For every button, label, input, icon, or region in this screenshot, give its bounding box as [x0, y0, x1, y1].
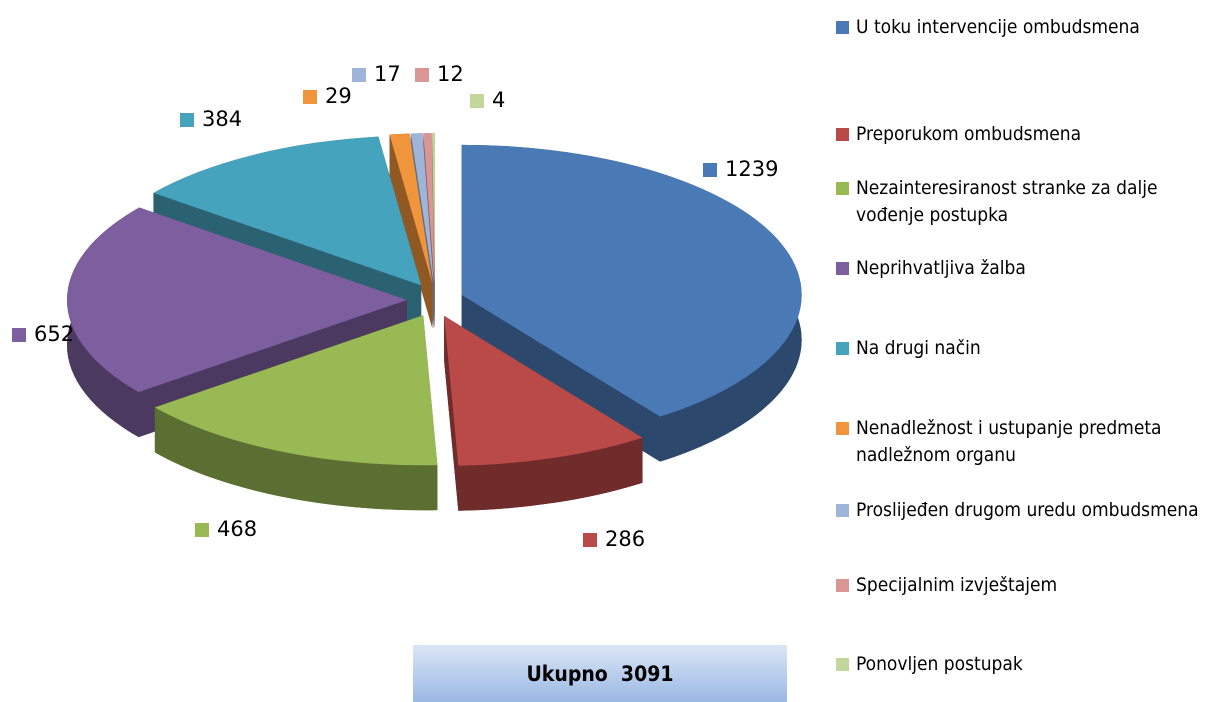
slice	[410, 133, 434, 284]
data-label: 17	[374, 62, 401, 86]
legend-label: Nenadležnost i ustupanje predmeta nadlež…	[856, 417, 1162, 466]
data-label: 286	[605, 527, 645, 551]
label-swatch	[303, 90, 317, 104]
slice-side	[154, 407, 438, 511]
legend-entry: Specijalnim izvještajem	[836, 572, 1206, 599]
legend-label: Ponovljen postupak	[856, 653, 1023, 675]
legend-swatch	[836, 128, 849, 141]
slice	[461, 144, 802, 417]
slice-wall	[444, 315, 459, 511]
legend-label: Nezainteresiranost stranke za dalje vođe…	[856, 177, 1158, 226]
legend-entry: Ponovljen postupak	[836, 651, 1206, 678]
label-swatch	[415, 68, 429, 82]
label-swatch	[583, 533, 597, 547]
legend-entry: Na drugi način	[836, 335, 1206, 362]
slice-wall	[389, 134, 433, 329]
legend-swatch	[836, 182, 849, 195]
slice	[444, 315, 643, 466]
slice	[154, 315, 438, 466]
legend-entry: Preporukom ombudsmena	[836, 121, 1206, 148]
legend-label: Preporukom ombudsmena	[856, 123, 1082, 145]
slice-side	[458, 437, 643, 511]
slice	[389, 133, 433, 284]
legend-swatch	[836, 658, 849, 671]
label-swatch	[12, 328, 26, 342]
data-label: 468	[217, 517, 257, 541]
legend-label: Proslijeđen drugom uredu ombudsmena	[856, 499, 1199, 521]
total-box: Ukupno 3091	[413, 645, 787, 702]
legend-entry: Neprihvatljiva žalba	[836, 255, 1206, 282]
data-label: 384	[202, 107, 242, 131]
legend-swatch	[836, 262, 849, 275]
legend-swatch	[836, 579, 849, 592]
slice	[423, 133, 435, 284]
label-swatch	[470, 94, 484, 108]
legend-entry: U toku intervencije ombudsmena	[836, 14, 1206, 41]
slice	[432, 133, 435, 284]
legend-entry: Proslijeđen drugom uredu ombudsmena	[836, 497, 1206, 524]
data-label: 12	[437, 62, 464, 86]
label-swatch	[703, 163, 717, 177]
label-swatch	[352, 68, 366, 82]
legend-swatch	[836, 21, 849, 34]
legend-swatch	[836, 342, 849, 355]
data-label: 29	[325, 84, 352, 108]
label-swatch	[195, 523, 209, 537]
legend-label: Neprihvatljiva žalba	[856, 257, 1026, 279]
legend-swatch	[836, 422, 849, 435]
label-swatch	[180, 113, 194, 127]
slice	[67, 207, 408, 393]
legend-label: Na drugi način	[856, 337, 981, 359]
data-label: 652	[34, 322, 74, 346]
legend-swatch	[836, 504, 849, 517]
data-label: 1239	[725, 157, 778, 181]
legend-entry: Nenadležnost i ustupanje predmeta nadlež…	[836, 415, 1206, 469]
legend-label: Specijalnim izvještajem	[856, 574, 1058, 596]
legend-label: U toku intervencije ombudsmena	[856, 16, 1140, 38]
slice	[153, 136, 422, 286]
legend-entry: Nezainteresiranost stranke za dalje vođe…	[836, 175, 1206, 229]
data-label: 4	[492, 88, 505, 112]
